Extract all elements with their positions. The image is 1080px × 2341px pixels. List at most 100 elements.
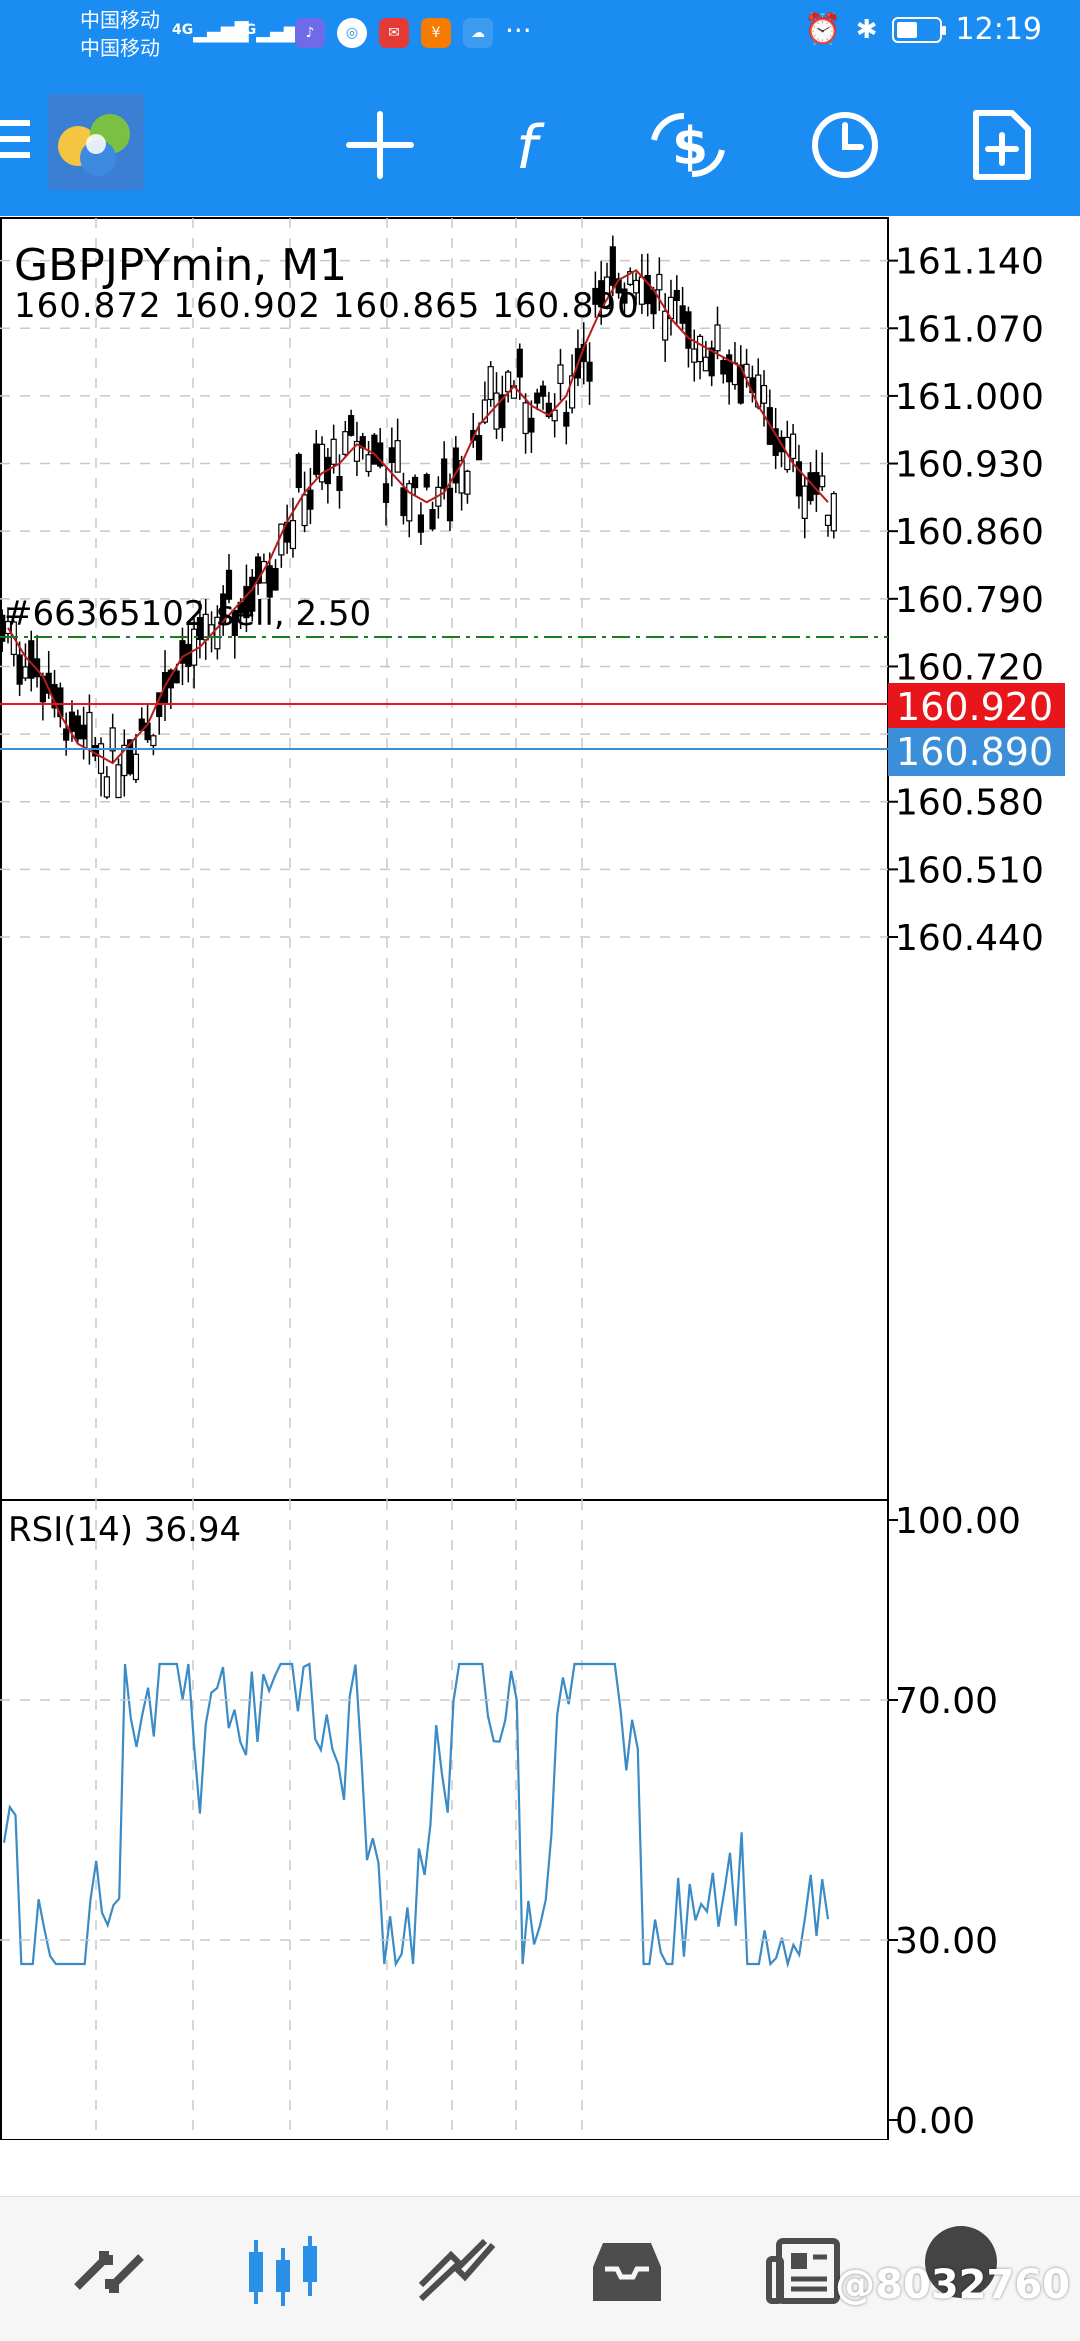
candle-body	[662, 310, 669, 341]
candle-body	[673, 289, 680, 301]
ohlc-values: 160.872 160.902 160.865 160.890	[14, 286, 640, 326]
symbol-title: GBPJPYmin, M1	[14, 240, 348, 291]
candle-body	[807, 472, 814, 502]
candle-body	[254, 556, 262, 584]
candle-body	[411, 476, 419, 489]
candle-body	[824, 514, 832, 526]
price-chart[interactable]: 161.210161.140161.070161.000160.930160.8…	[0, 216, 1080, 2140]
candle-body	[528, 417, 535, 433]
candle-body	[737, 364, 744, 404]
candle-body	[16, 654, 23, 685]
candle-body	[569, 375, 576, 409]
rsi-line	[2, 1662, 830, 1969]
candle-body	[382, 483, 390, 503]
quotes-icon[interactable]	[64, 2227, 154, 2317]
candle-body	[400, 487, 407, 517]
price-tick-label: 160.860	[895, 512, 1044, 553]
chat-icon[interactable]	[925, 2226, 997, 2298]
candle-body	[522, 402, 529, 435]
history-icon[interactable]	[582, 2227, 672, 2317]
menu-icon[interactable]	[0, 120, 30, 164]
news-icon[interactable]	[758, 2227, 848, 2317]
carrier-labels: 中国移动 中国移动	[80, 6, 160, 62]
mail-app-icon: ✉	[379, 18, 409, 48]
candle-body	[0, 614, 6, 642]
rsi-frame	[0, 1499, 889, 2140]
candle-body	[22, 666, 29, 679]
price-axis: 161.210161.140161.070161.000160.930160.8…	[888, 242, 1044, 959]
crosshair-icon[interactable]	[340, 100, 420, 190]
candle-body	[80, 724, 87, 740]
candle-body	[801, 485, 808, 519]
signal-2-label: 4G	[235, 22, 257, 38]
timeframe-icon[interactable]	[805, 100, 885, 190]
candle-body	[708, 347, 715, 377]
candle-body	[127, 739, 134, 775]
toolbar: f $	[0, 80, 1080, 208]
price-tick-label: 160.510	[895, 850, 1044, 891]
svg-text:$: $	[672, 117, 708, 177]
candle-body	[819, 475, 826, 488]
rsi-axis: 100.00 70.00 30.00 0.00	[0, 1501, 1021, 2140]
candle-body	[342, 431, 349, 455]
candle-body	[301, 494, 308, 527]
metatrader-logo[interactable]	[48, 94, 144, 190]
candle-body	[592, 287, 599, 305]
candle-body	[179, 640, 186, 664]
candle-body	[289, 520, 297, 550]
moving-average-line	[7, 269, 829, 765]
svg-text:f: f	[516, 113, 545, 180]
candle-body	[353, 440, 361, 462]
candle-body	[4, 620, 12, 635]
add-object-icon[interactable]	[962, 100, 1042, 190]
candle-body	[516, 348, 523, 378]
candle-body	[557, 364, 564, 385]
candle-body	[318, 443, 326, 483]
candle-body	[336, 476, 343, 491]
price-tick-label: 161.140	[895, 242, 1044, 283]
battery-icon	[891, 16, 946, 43]
candle-body	[464, 470, 471, 495]
watermark: @8032760	[835, 2262, 1070, 2308]
candle-body	[702, 356, 709, 372]
bluetooth-icon: ✱	[855, 14, 878, 45]
bottom-navigation	[0, 2196, 1080, 2341]
bid-price-badge: 160.890	[888, 728, 1066, 776]
candle-body	[214, 616, 221, 650]
candle-body	[249, 576, 256, 612]
candle-body	[475, 435, 483, 461]
chart-icon[interactable]	[238, 2227, 328, 2317]
candle-body	[371, 434, 378, 465]
candle-body	[563, 412, 570, 427]
more-notifications: ···	[505, 14, 532, 47]
candle-body	[348, 415, 355, 436]
candle-body	[68, 711, 76, 732]
candle-body	[731, 362, 739, 386]
price-tick-label: 160.790	[895, 580, 1044, 621]
candle-body	[132, 753, 140, 781]
trade-icon[interactable]	[412, 2227, 502, 2317]
rsi-tick-label: 100.00	[895, 1501, 1021, 1542]
candle-body	[632, 279, 640, 294]
order-price-badge: 160.920	[888, 683, 1066, 731]
candle-body	[539, 385, 547, 397]
candle-body	[644, 274, 651, 305]
candle-body	[28, 640, 35, 679]
candle-body	[388, 447, 395, 463]
candle-body	[330, 438, 337, 465]
clock: 12:19	[955, 12, 1042, 47]
price-tick-label: 161.000	[895, 377, 1044, 418]
status-right: ⏰ ✱ 12:19	[804, 12, 1042, 47]
order-label[interactable]: #66365102 sell, 2.50	[4, 594, 372, 634]
candle-body	[63, 728, 70, 741]
candle-body	[231, 609, 238, 637]
indicators-icon[interactable]: f	[493, 100, 573, 190]
candle-body	[813, 472, 820, 495]
price-tick-label: 160.440	[895, 918, 1044, 959]
candle-body	[365, 454, 372, 473]
bank-app-icon: ¥	[421, 18, 451, 48]
signal-1-icon: 4G▂▄▆█	[172, 22, 249, 43]
switch-symbol-icon[interactable]: $	[648, 100, 728, 190]
candle-body	[115, 764, 122, 799]
candle-body	[790, 433, 797, 460]
